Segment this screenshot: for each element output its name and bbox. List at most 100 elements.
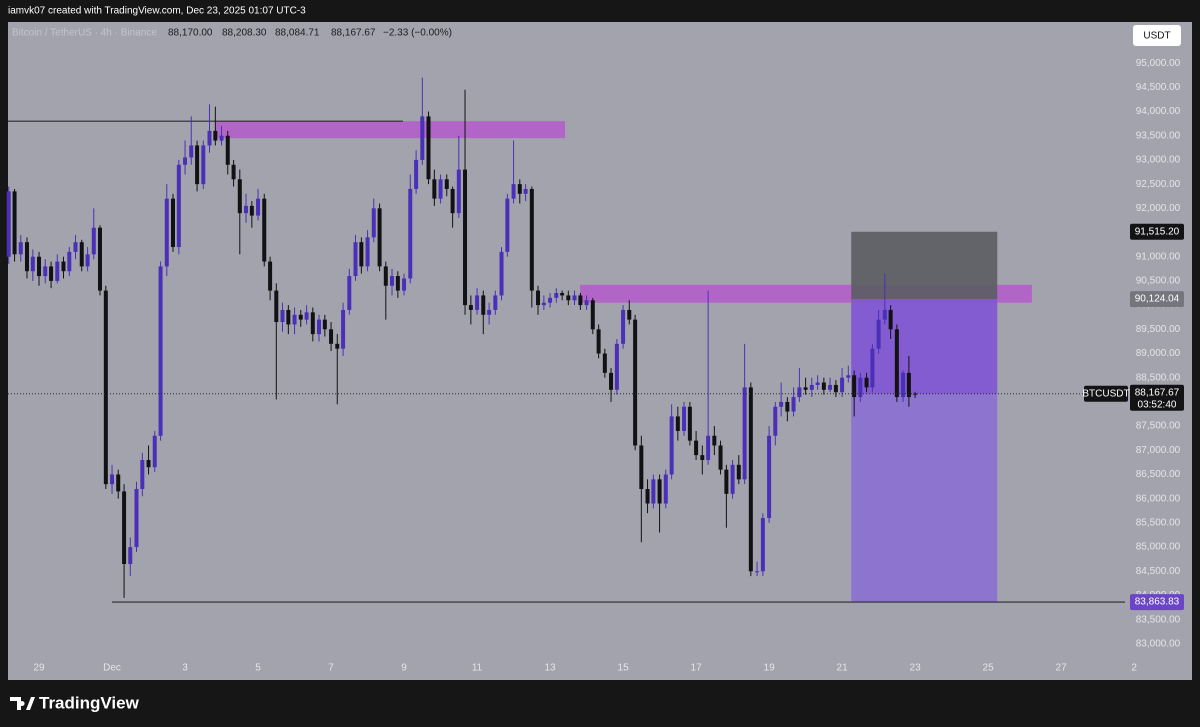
y-tick-label: 88,500.00 (1136, 372, 1181, 383)
candle-body (134, 489, 139, 548)
candle-body (24, 242, 29, 272)
candle-body (645, 489, 650, 504)
candle-body (864, 377, 869, 388)
candle-body (694, 440, 699, 456)
x-tick-label: 29 (33, 663, 45, 674)
ohlc-value: 88,084.71 (275, 28, 320, 39)
candle-body (779, 401, 784, 407)
candle-body (767, 435, 772, 519)
candle-body (103, 290, 108, 485)
candle-body (815, 382, 820, 385)
candle-body (566, 295, 571, 301)
symbol-title: Bitcoin / TetherUS · 4h · Binance (12, 28, 157, 39)
candle-body (463, 169, 468, 306)
candle-body (523, 188, 528, 194)
candle-body (700, 455, 705, 460)
candle-body (870, 348, 875, 388)
y-tick-label: 93,500.00 (1136, 130, 1181, 141)
candle-body (450, 188, 455, 214)
entry-price-tag: 90,124.04 (1135, 294, 1180, 305)
candle-body (61, 261, 66, 272)
candle-body (183, 157, 188, 165)
candle-body (18, 242, 23, 255)
candle-body (609, 372, 614, 390)
brand-logo (10, 697, 35, 710)
candle-body (79, 242, 84, 267)
candle-body (85, 254, 90, 267)
candle-body (803, 387, 808, 390)
candle-body (244, 205, 249, 214)
candle-body (426, 116, 431, 180)
candle-body (383, 266, 388, 286)
candle-body (359, 242, 364, 267)
ohlc-value: 88,170.00 (168, 28, 213, 39)
candle-body (791, 397, 796, 412)
candle-body (894, 329, 899, 398)
candle-body (828, 384, 833, 390)
candle-body (146, 459, 151, 468)
candle-body (292, 314, 297, 325)
candle-body (633, 319, 638, 446)
candle-body (377, 208, 382, 267)
candle-body (12, 191, 17, 255)
candle-body (730, 464, 735, 494)
candle-body (322, 319, 327, 330)
candle-body (554, 293, 559, 298)
candle-body (195, 145, 200, 185)
y-tick-label: 94,000.00 (1136, 106, 1181, 117)
candle-body (529, 188, 534, 291)
candle-body (110, 474, 115, 485)
candle-body (687, 406, 692, 441)
y-tick-label: 94,500.00 (1136, 82, 1181, 93)
candle-body (456, 169, 461, 214)
candle-body (675, 416, 680, 431)
candle-body (578, 295, 583, 306)
y-tick-label: 85,500.00 (1136, 518, 1181, 529)
candle-body (536, 290, 541, 306)
candle-body (852, 375, 857, 398)
candle-body (231, 164, 236, 180)
candle-body (572, 295, 577, 301)
candle-body (548, 297, 553, 303)
candle-body (840, 377, 845, 393)
x-tick-label: 7 (328, 663, 334, 674)
candle-body (742, 387, 747, 480)
logo-icon (10, 697, 35, 710)
candle-body (335, 343, 340, 349)
y-tick-label: 93,000.00 (1136, 155, 1181, 166)
candle-body (140, 459, 145, 490)
candle-body (505, 198, 510, 252)
candle-body (481, 295, 486, 315)
candle-body (317, 319, 322, 335)
currency-label[interactable]: USDT (1143, 31, 1170, 42)
x-tick-label: 5 (255, 663, 261, 674)
candle-body (718, 445, 723, 470)
candle-body (408, 188, 413, 279)
candle-body (256, 198, 261, 216)
candle-body (219, 135, 224, 141)
candle-body (475, 295, 480, 310)
candle-body (395, 276, 400, 291)
supply-zone (214, 121, 566, 139)
candle-body (170, 198, 175, 248)
symbol-tag-box (1084, 385, 1128, 402)
candle-body (353, 242, 358, 277)
candle-body (882, 309, 887, 320)
candle-body (49, 266, 54, 281)
candle-body (493, 295, 498, 310)
x-tick-label: 11 (472, 663, 483, 674)
candle-body (541, 302, 546, 306)
last-price-box (1130, 384, 1184, 411)
candle-body (371, 208, 376, 238)
candle-body (274, 290, 279, 323)
y-tick-label: 85,000.00 (1136, 542, 1181, 553)
y-tick-label: 87,000.00 (1136, 445, 1181, 456)
x-tick-label: Dec (103, 663, 121, 674)
candle-body (706, 435, 711, 460)
candle-body (833, 384, 838, 393)
candle-body (590, 300, 595, 330)
currency-button[interactable] (1133, 25, 1181, 46)
y-tick-label: 92,500.00 (1136, 179, 1181, 190)
